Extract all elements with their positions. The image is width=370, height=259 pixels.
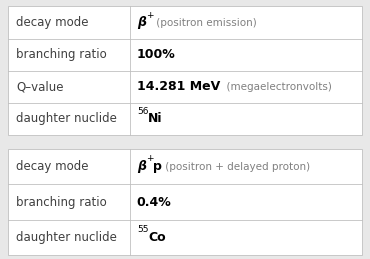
Text: branching ratio: branching ratio: [16, 48, 107, 61]
Bar: [8, 6, 362, 135]
Bar: [8, 149, 362, 255]
Text: +: +: [146, 154, 153, 163]
Text: Q–value: Q–value: [16, 80, 64, 93]
Text: branching ratio: branching ratio: [16, 196, 107, 208]
Text: 100%: 100%: [137, 48, 176, 61]
Text: p: p: [153, 160, 162, 173]
Text: Co: Co: [148, 231, 166, 244]
Text: (positron emission): (positron emission): [153, 18, 257, 27]
Text: decay mode: decay mode: [16, 160, 89, 173]
Text: daughter nuclide: daughter nuclide: [16, 112, 117, 125]
Text: 55: 55: [137, 225, 148, 234]
Text: 0.4%: 0.4%: [137, 196, 172, 208]
Text: β: β: [137, 160, 146, 173]
Text: Ni: Ni: [148, 112, 163, 125]
Text: (positron + delayed proton): (positron + delayed proton): [162, 162, 310, 172]
Text: 14.281 MeV: 14.281 MeV: [137, 80, 220, 93]
Text: β: β: [137, 16, 146, 29]
Text: daughter nuclide: daughter nuclide: [16, 231, 117, 244]
Text: +: +: [146, 11, 153, 20]
Text: (megaelectronvolts): (megaelectronvolts): [220, 82, 332, 92]
Text: decay mode: decay mode: [16, 16, 89, 29]
Text: 56: 56: [137, 107, 148, 116]
